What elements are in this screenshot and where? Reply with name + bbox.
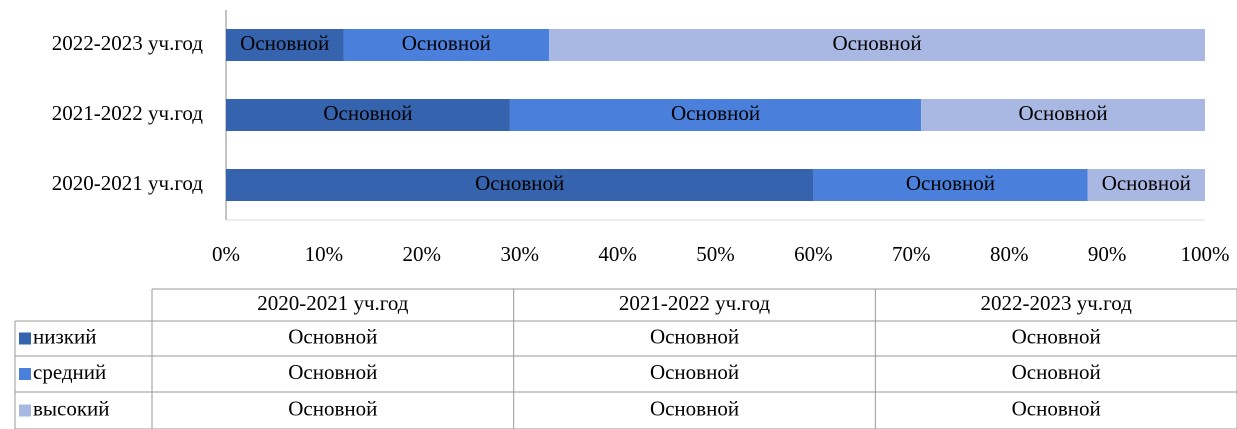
legend-swatch <box>19 368 31 380</box>
x-tick-label: 0% <box>212 242 240 266</box>
table-cell: Основной <box>288 360 377 384</box>
y-tick-label: 2020-2021 уч.год <box>52 171 204 195</box>
table-cell: Основной <box>650 360 739 384</box>
table-header: 2022-2023 уч.год <box>981 291 1133 315</box>
data-label: Основной <box>323 101 412 125</box>
bar-segment <box>226 99 510 131</box>
legend-swatch <box>19 404 31 417</box>
legend-label: низкий <box>33 324 96 348</box>
x-tick-label: 70% <box>892 242 931 266</box>
bar-segment <box>1087 169 1205 201</box>
bar-segment <box>549 29 1205 61</box>
table-cell: Основной <box>650 324 739 348</box>
x-tick-label: 60% <box>794 242 833 266</box>
table-cell: Основной <box>1012 360 1101 384</box>
data-label: Основной <box>1102 171 1191 195</box>
bar-segment <box>343 29 550 61</box>
bar-segment <box>226 169 814 201</box>
x-tick-label: 80% <box>990 242 1029 266</box>
table-cell: Основной <box>1012 396 1101 420</box>
x-tick-label: 20% <box>403 242 442 266</box>
y-tick-label: 2022-2023 уч.год <box>52 31 204 55</box>
legend-label: высокий <box>33 396 110 420</box>
x-tick-label: 100% <box>1181 242 1230 266</box>
table-header: 2021-2022 уч.год <box>619 291 771 315</box>
data-label: Основной <box>832 31 921 55</box>
legend-swatch <box>19 332 31 345</box>
bar-segment <box>813 169 1088 201</box>
legend-label: средний <box>33 360 106 384</box>
y-tick-label: 2021-2022 уч.год <box>52 101 204 125</box>
x-tick-label: 30% <box>500 242 539 266</box>
table-cell: Основной <box>1012 324 1101 348</box>
bar-segment <box>921 99 1205 131</box>
bar-segment <box>509 99 922 131</box>
x-tick-label: 90% <box>1088 242 1127 266</box>
data-label: Основной <box>671 101 760 125</box>
table-header: 2020-2021 уч.год <box>257 291 409 315</box>
bar-segment <box>226 29 344 61</box>
data-label: Основной <box>906 171 995 195</box>
table-cell: Основной <box>650 396 739 420</box>
x-tick-label: 10% <box>305 242 344 266</box>
table-cell: Основной <box>288 396 377 420</box>
data-label: Основной <box>1018 101 1107 125</box>
data-label: Основной <box>240 31 329 55</box>
table-cell: Основной <box>288 324 377 348</box>
x-tick-label: 40% <box>598 242 637 266</box>
data-label: Основной <box>475 171 564 195</box>
x-tick-label: 50% <box>696 242 735 266</box>
data-label: Основной <box>402 31 491 55</box>
